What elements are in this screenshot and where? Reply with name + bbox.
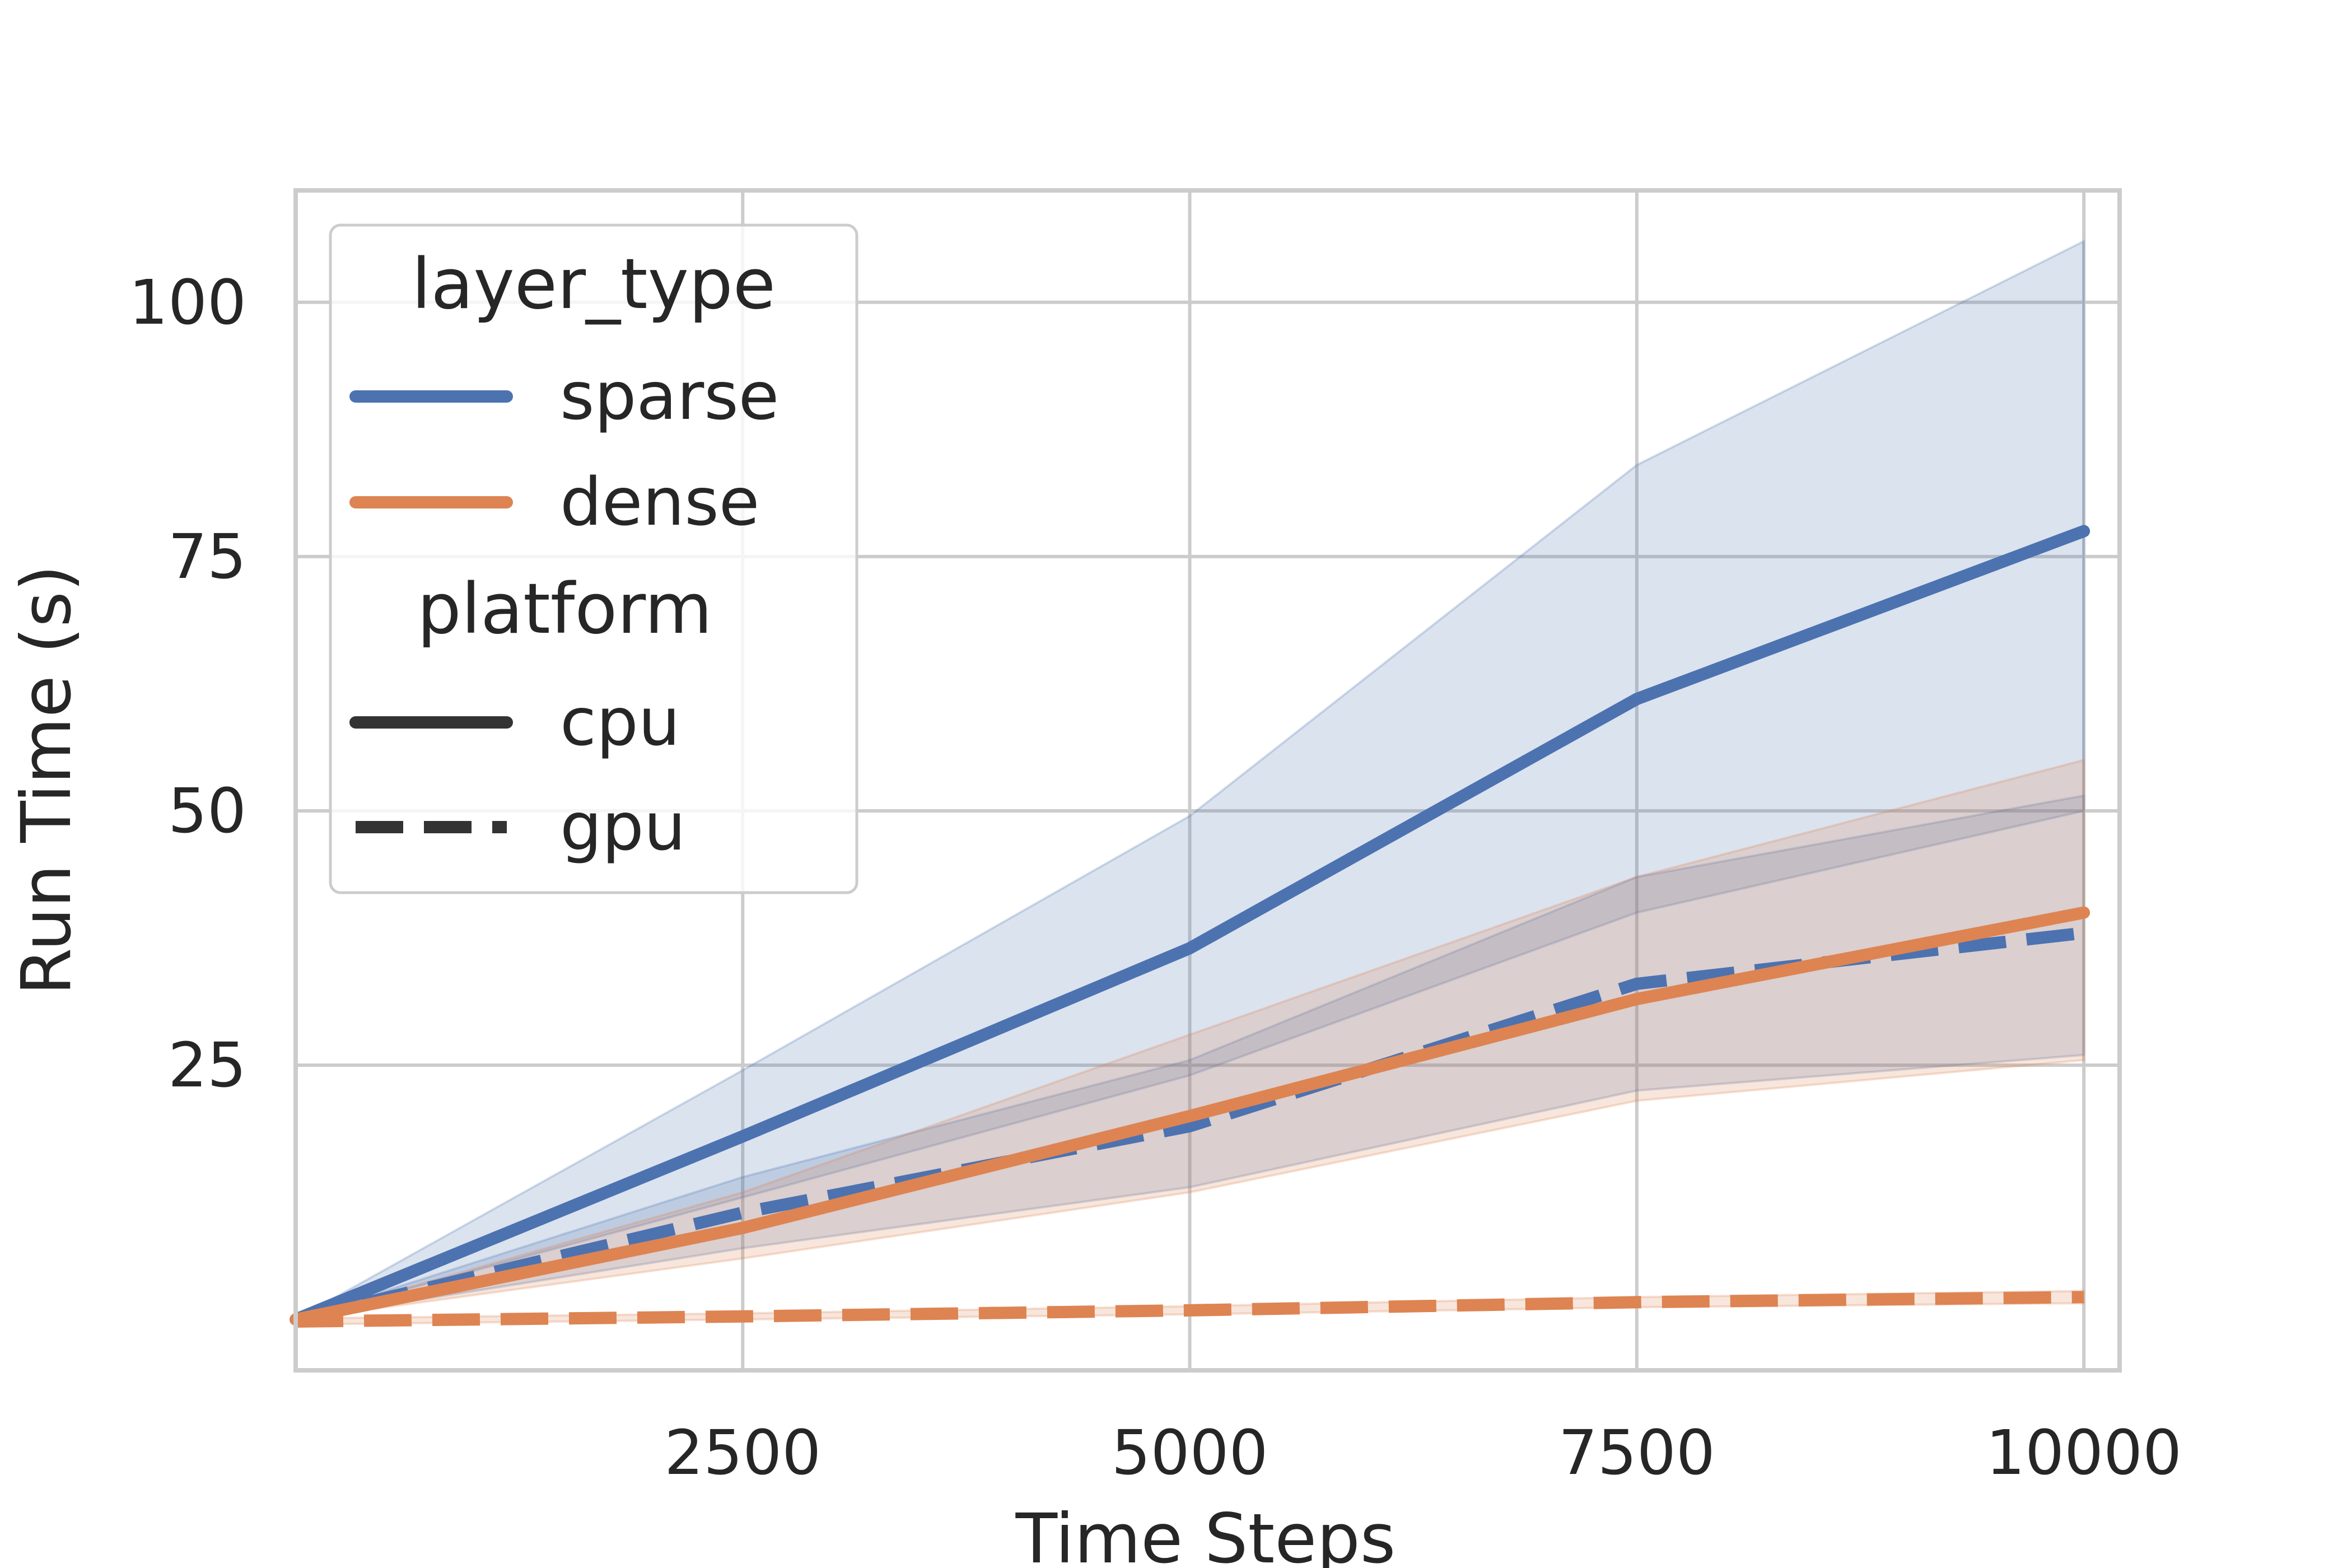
x-tick-label-5000: 5000 <box>1112 1417 1268 1488</box>
series-line-dense-gpu <box>295 1291 2084 1328</box>
ci-band-sparse-gpu <box>295 794 2085 1321</box>
tick-labels: 2500 5000 7500 10000 25 50 75 100 <box>129 267 2182 1488</box>
legend-label-gpu: gpu <box>560 788 686 865</box>
legend-label-dense: dense <box>560 463 759 540</box>
plot-frame <box>293 188 2122 1373</box>
series-line-sparse-cpu <box>290 525 2090 1326</box>
y-axis-title: Run Time (s) <box>7 565 86 996</box>
x-tick-label-10000: 10000 <box>1986 1417 2182 1488</box>
x-axis-title: Time Steps <box>1015 1499 1396 1568</box>
legend-style-title: platform <box>417 569 712 650</box>
legend-label-cpu: cpu <box>560 683 680 760</box>
legend-hue-title: layer_type <box>412 244 776 325</box>
series-line-dense-cpu <box>290 906 2090 1326</box>
y-tick-label-75: 75 <box>168 521 246 592</box>
y-tick-label-50: 50 <box>168 775 246 847</box>
y-tick-label-25: 25 <box>168 1029 246 1101</box>
x-tick-label-7500: 7500 <box>1558 1417 1715 1488</box>
series-lines <box>290 525 2090 1328</box>
legend: layer_type sparse dense platform cpu gpu <box>329 223 858 894</box>
legend-label-sparse: sparse <box>560 357 779 435</box>
x-tick-label-2500: 2500 <box>664 1417 821 1488</box>
y-tick-label-100: 100 <box>129 267 246 338</box>
